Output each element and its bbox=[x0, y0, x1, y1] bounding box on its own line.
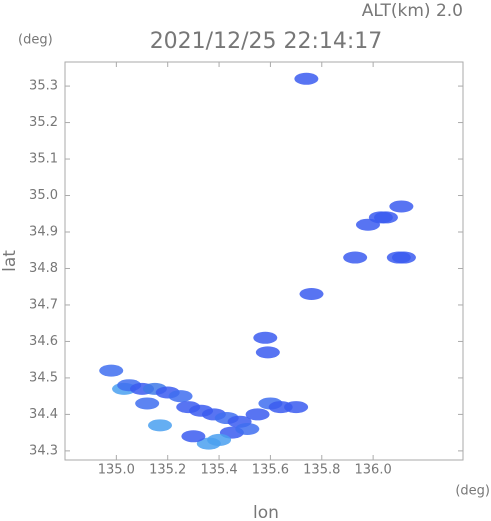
echo bbox=[255, 346, 280, 359]
x-tick-label: 136.0 bbox=[355, 463, 392, 478]
echo bbox=[253, 331, 278, 344]
plot-frame bbox=[64, 61, 464, 461]
x-unit: (deg) bbox=[455, 484, 490, 499]
y-tick-label: 34.3 bbox=[29, 443, 58, 458]
echo bbox=[389, 200, 414, 213]
echo bbox=[245, 408, 270, 421]
y-axis-label: lat bbox=[0, 250, 20, 272]
y-tick-label: 35.2 bbox=[29, 115, 58, 130]
x-axis-label: lon bbox=[253, 503, 279, 521]
x-tick-label: 135.8 bbox=[303, 463, 340, 478]
y-tick-label: 34.8 bbox=[29, 261, 58, 276]
y-tick-label: 35.3 bbox=[29, 79, 58, 94]
echo bbox=[343, 251, 368, 264]
x-tick-label: 135.6 bbox=[252, 463, 289, 478]
y-tick-label: 35.1 bbox=[29, 152, 58, 167]
y-tick-label: 34.7 bbox=[29, 297, 58, 312]
chart-title: 2021/12/25 22:14:17 bbox=[150, 29, 383, 54]
echo bbox=[299, 288, 324, 301]
y-tick-label: 34.5 bbox=[29, 370, 58, 385]
y-tick-label: 34.6 bbox=[29, 334, 58, 349]
x-tick-label: 135.0 bbox=[98, 463, 135, 478]
echo bbox=[284, 401, 309, 414]
echo bbox=[235, 422, 260, 435]
echo bbox=[148, 419, 173, 432]
altitude-label: ALT(km) 2.0 bbox=[362, 1, 463, 21]
x-tick-label: 135.2 bbox=[149, 463, 186, 478]
x-tick-label: 135.4 bbox=[200, 463, 237, 478]
y-tick-label: 34.4 bbox=[29, 407, 58, 422]
echo bbox=[181, 430, 206, 443]
echo bbox=[168, 390, 193, 403]
echo bbox=[294, 72, 319, 85]
y-tick-label: 34.9 bbox=[29, 224, 58, 239]
echo bbox=[99, 364, 124, 377]
echo bbox=[355, 218, 380, 231]
y-unit: (deg) bbox=[18, 33, 53, 48]
echo bbox=[386, 251, 411, 264]
echo bbox=[196, 437, 221, 450]
y-tick-label: 35.0 bbox=[29, 188, 58, 203]
echo bbox=[135, 397, 160, 410]
